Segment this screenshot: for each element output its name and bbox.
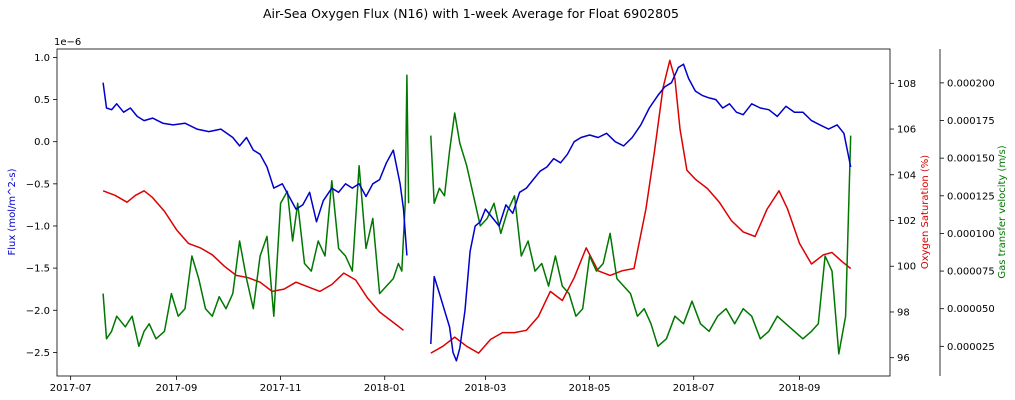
flux-line-segment-2 (430, 63, 852, 362)
saturation-line-segment-2 (430, 59, 852, 354)
saturation-tick-label: 102 (897, 216, 916, 227)
flux-tick-label: 0.0 (34, 137, 50, 148)
saturation-tick-label: 98 (897, 307, 910, 318)
plot-frame (56, 48, 891, 377)
flux-tick-label: 1.0 (34, 53, 50, 64)
gas_transfer-tick-label: 0.000025 (947, 342, 995, 353)
flux-tick-label: −1.5 (26, 264, 50, 275)
flux-tick-label: −2.5 (26, 348, 50, 359)
plot-data (102, 59, 852, 362)
saturation-axis: 96 98 100 102 104 106 108 (890, 79, 916, 364)
gas_transfer-tick-label: 0.000050 (947, 304, 995, 315)
x-tick-label: 2018-09 (779, 383, 821, 394)
gas_transfer-tick-label: 0.000075 (947, 267, 995, 278)
gas_transfer-tick-label: 0.000200 (947, 78, 995, 89)
x-tick-label: 2018-03 (465, 383, 507, 394)
x-tick-label: 2018-01 (364, 383, 406, 394)
x-tick-label: 2018-07 (673, 383, 715, 394)
flux-tick-label: −0.5 (26, 179, 50, 190)
gas_transfer-tick-label: 0.000100 (947, 229, 995, 240)
flux-line-segment-1 (102, 82, 408, 256)
gas-transfer-series-group (102, 74, 852, 355)
flux-tick-label: −1.0 (26, 221, 50, 232)
gas_transfer-tick-label: 0.000150 (947, 154, 995, 165)
saturation-line-segment-1 (102, 190, 404, 331)
flux-series-group (102, 63, 852, 362)
x-tick-label: 2017-11 (260, 383, 302, 394)
flux-axis: −2.5 −2.0 −1.5 −1.0 −0.5 0.0 0.5 1.0 (26, 53, 57, 359)
saturation-axis-label: Oxygen Saturation (%) (920, 155, 931, 269)
saturation-series-group (102, 59, 852, 354)
flux-axis-label: Flux (mol/m^2-s) (7, 168, 18, 255)
gas_transfer-tick-label: 0.000175 (947, 116, 995, 127)
x-tick-label: 2017-07 (50, 383, 92, 394)
saturation-tick-label: 96 (897, 353, 910, 364)
flux-tick-label: −2.0 (26, 306, 50, 317)
chart-title: Air-Sea Oxygen Flux (N16) with 1-week Av… (263, 6, 679, 21)
gas_transfer-line-segment-2 (430, 112, 852, 355)
gas-transfer-axis-label: Gas transfer velocity (m/s) (997, 145, 1008, 278)
saturation-tick-label: 100 (897, 262, 916, 273)
saturation-tick-label: 104 (897, 170, 916, 181)
flux-offset-text: 1e−6 (54, 37, 81, 48)
flux-tick-label: 0.5 (34, 95, 50, 106)
gas_transfer-tick-label: 0.000125 (947, 191, 995, 202)
gas-transfer-axis: 0.000025 0.000050 0.000075 0.000100 0.000125… (940, 78, 995, 353)
x-axis: 2017-07 2017-09 2017-11 2018-01 2018-03 2018-… (50, 376, 821, 394)
gas_transfer-line-segment-1 (102, 74, 410, 348)
saturation-tick-label: 108 (897, 79, 916, 90)
saturation-tick-label: 106 (897, 125, 916, 136)
x-tick-label: 2018-05 (569, 383, 611, 394)
x-tick-label: 2017-09 (156, 383, 198, 394)
